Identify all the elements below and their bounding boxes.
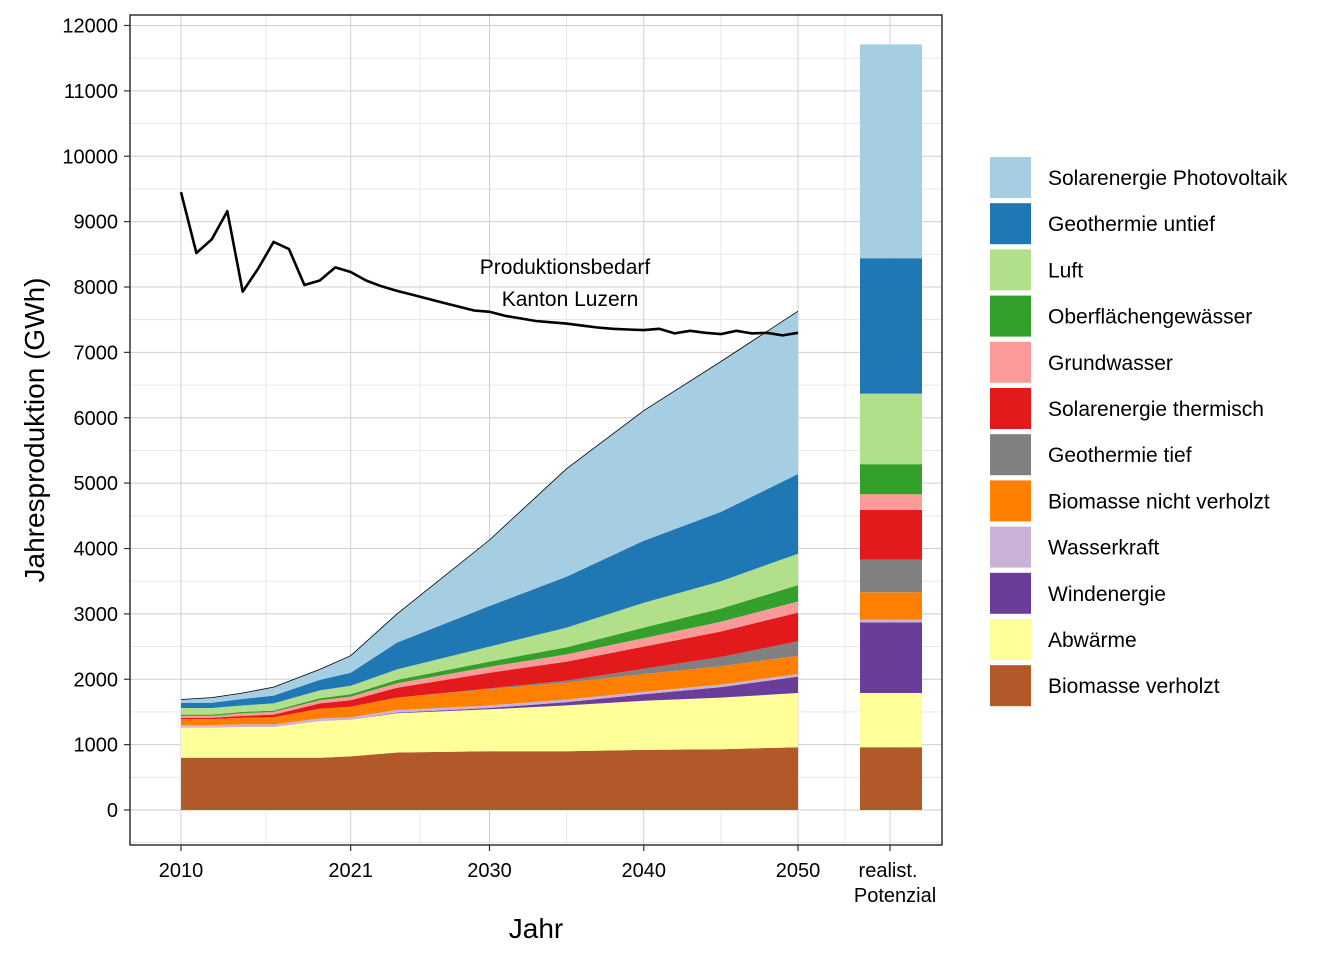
potential-bar-geothermie-tief <box>860 559 922 593</box>
y-tick-label: 0 <box>107 800 118 822</box>
y-tick-label: 10000 <box>62 146 118 168</box>
x-axis-title: Jahr <box>509 913 563 944</box>
x-tick-label: 2040 <box>622 860 667 882</box>
legend-swatch-wasserkraft <box>990 526 1031 568</box>
legend-label: Luft <box>1048 259 1083 282</box>
legend-swatch-windenergie <box>990 572 1031 614</box>
y-axis-title: Jahresproduktion (GWh) <box>19 277 50 582</box>
y-tick-label: 2000 <box>74 669 119 691</box>
stack-outline <box>180 310 799 700</box>
legend-label: Oberflächengewässer <box>1048 306 1252 329</box>
potential-bar-solarenergie-thermisch <box>860 509 922 560</box>
potential-bar-solarenergie-photovoltaik <box>860 44 922 259</box>
legend-swatch-luft <box>990 249 1031 291</box>
legend-swatch-solarenergie-photovoltaik <box>990 157 1031 198</box>
area-solarenergie-photovoltaik <box>181 311 798 703</box>
y-tick-label: 5000 <box>74 473 119 495</box>
legend-swatch-biomasse-verholzt <box>990 665 1031 707</box>
legend-swatch-oberflächengewässer <box>990 295 1031 337</box>
y-tick-label: 8000 <box>74 277 119 299</box>
potential-bar-wasserkraft <box>860 619 922 623</box>
legend-label: Geothermie untief <box>1048 213 1215 236</box>
demand-line <box>179 191 799 337</box>
x-tick-label: 2050 <box>776 860 821 882</box>
x-tick-label: 2021 <box>328 860 373 882</box>
potential-bar-geothermie-untief <box>860 258 922 394</box>
annotation-line1: Produktionsbedarf <box>480 256 651 279</box>
x-tick-label: 2030 <box>467 860 512 882</box>
y-tick-label: 1000 <box>74 735 119 757</box>
x-tick-label-potential-2: Potenzial <box>854 885 936 907</box>
y-tick-label: 3000 <box>74 604 119 626</box>
potential-bar-abwärme <box>860 692 922 748</box>
y-tick-label: 9000 <box>74 212 119 234</box>
legend-swatch-geothermie-untief <box>990 203 1031 245</box>
y-tick-label: 4000 <box>74 539 119 561</box>
y-tick-label: 11000 <box>64 81 118 103</box>
legend-label: Geothermie tief <box>1048 444 1192 467</box>
plot-border <box>129 14 943 846</box>
legend-label: Abwärme <box>1048 629 1137 652</box>
legend-label: Solarenergie Photovoltaik <box>1048 167 1288 190</box>
potential-bar-luft <box>860 393 922 465</box>
potential-bar-grundwasser <box>860 494 922 510</box>
area-geothermie-untief <box>181 474 798 708</box>
potential-bar-biomasse-nicht-verholzt <box>860 592 922 620</box>
legend-label: Biomasse verholzt <box>1048 675 1220 698</box>
legend-label: Wasserkraft <box>1048 537 1159 560</box>
potential-bar-oberflächengewässer <box>860 464 922 495</box>
legend-swatch-geothermie-tief <box>990 434 1031 476</box>
legend-swatch-solarenergie-thermisch <box>990 388 1031 429</box>
x-tick-label: 2010 <box>159 860 204 882</box>
y-tick-label: 6000 <box>74 408 119 430</box>
y-tick-label: 12000 <box>62 16 118 38</box>
annotation-line2: Kanton Luzern <box>502 288 639 311</box>
legend-swatch-biomasse-nicht-verholzt <box>990 480 1031 522</box>
x-tick-label-potential-1: realist. <box>859 860 918 882</box>
legend-swatch-grundwasser <box>990 341 1031 383</box>
potential-bar-biomasse-verholzt <box>860 747 922 810</box>
legend-label: Solarenergie thermisch <box>1048 398 1264 421</box>
legend-swatch-abwärme <box>990 619 1031 660</box>
legend-label: Biomasse nicht verholzt <box>1048 490 1270 513</box>
area-biomasse-verholzt <box>181 747 798 810</box>
area-abwärme <box>181 693 798 758</box>
legend-label: Grundwasser <box>1048 352 1173 375</box>
potential-bar-windenergie <box>860 622 922 693</box>
y-tick-label: 7000 <box>74 342 119 364</box>
area-biomasse-nicht-verholzt <box>181 655 798 725</box>
legend-label: Windenergie <box>1048 583 1166 606</box>
